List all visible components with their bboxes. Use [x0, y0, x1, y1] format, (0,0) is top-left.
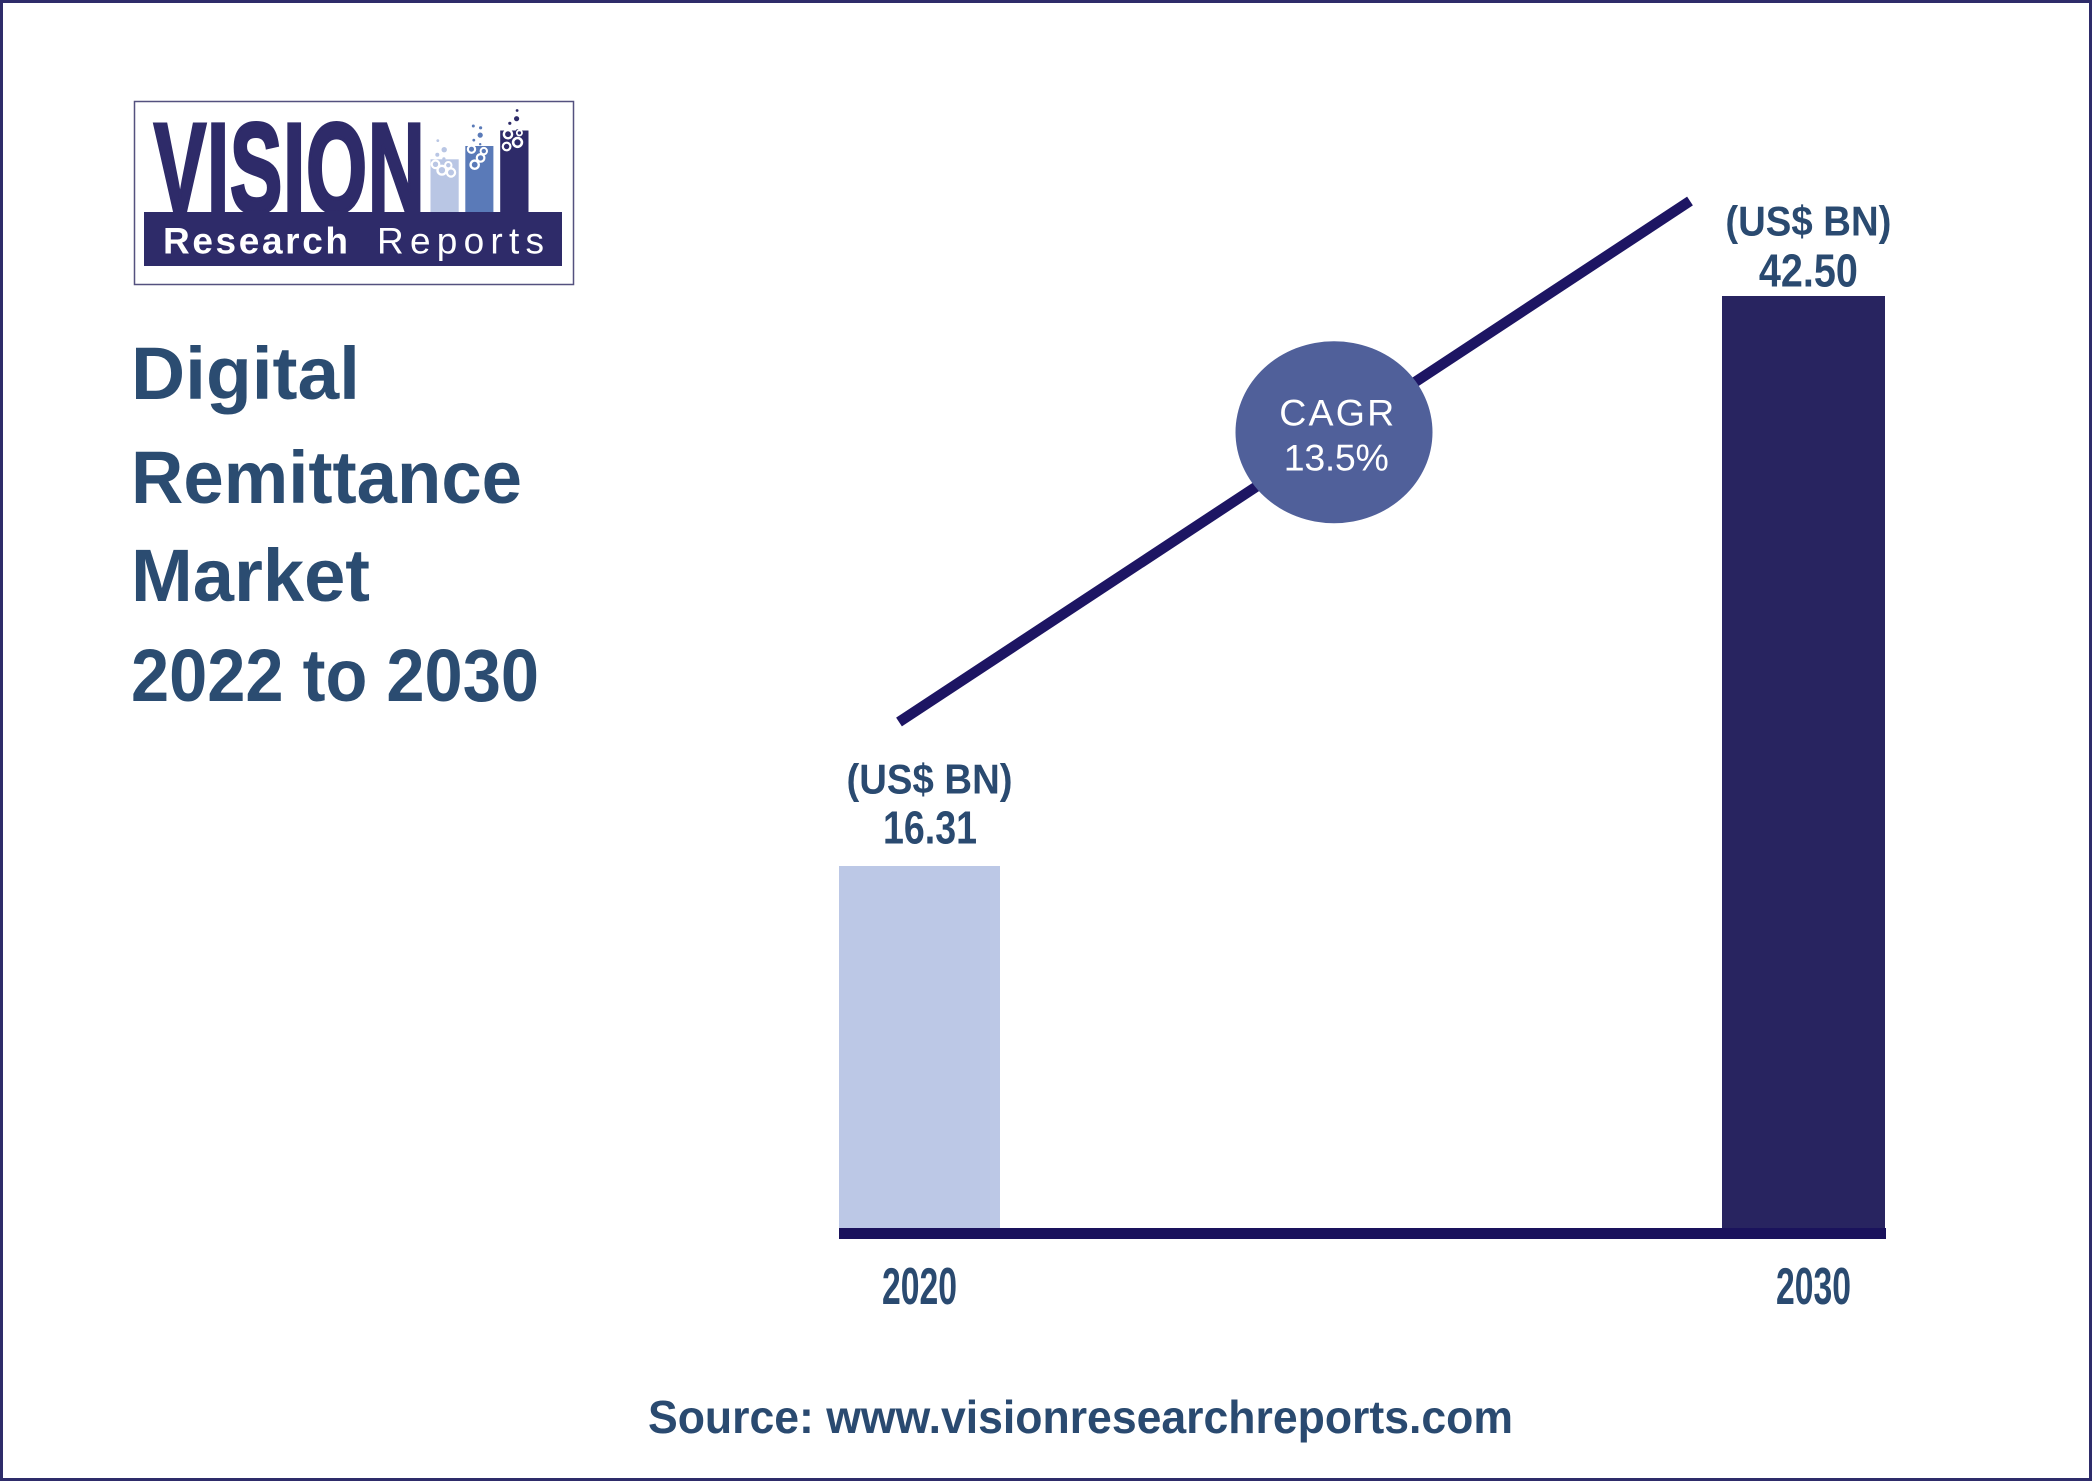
svg-text:CAGR: CAGR: [1279, 392, 1394, 434]
svg-text:(US$ BN): (US$ BN): [1725, 198, 1891, 245]
svg-text:Remittance: Remittance: [131, 436, 522, 519]
svg-text:Market: Market: [131, 534, 370, 617]
svg-text:2022 to 2030: 2022 to 2030: [131, 634, 539, 717]
svg-text:16.31: 16.31: [883, 802, 977, 854]
svg-text:Research: Research: [163, 221, 348, 262]
svg-text:Source: www.visionresearchrepo: Source: www.visionresearchreports.com: [648, 1391, 1513, 1443]
svg-text:13.5%: 13.5%: [1284, 437, 1389, 479]
svg-text:(US$ BN): (US$ BN): [847, 756, 1013, 803]
svg-text:2030: 2030: [1776, 1258, 1851, 1316]
svg-text:2020: 2020: [882, 1258, 957, 1316]
svg-text:42.50: 42.50: [1759, 245, 1858, 297]
svg-text:Digital: Digital: [131, 332, 360, 415]
